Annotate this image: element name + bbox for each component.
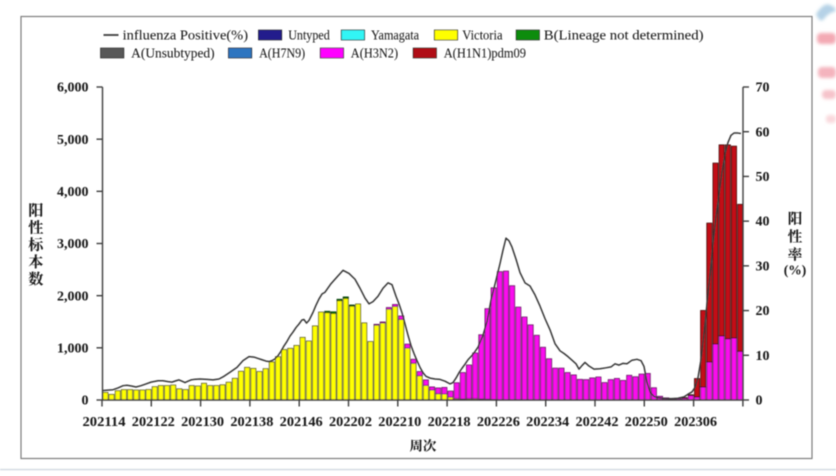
svg-text:0: 0 [82, 394, 89, 409]
svg-text:202146: 202146 [280, 415, 323, 430]
svg-text:202306: 202306 [674, 415, 717, 430]
svg-text:40: 40 [756, 215, 770, 230]
svg-text:influenza Positive(%): influenza Positive(%) [123, 27, 248, 42]
svg-text:202242: 202242 [576, 415, 619, 430]
svg-text:202130: 202130 [181, 415, 224, 430]
svg-text:202226: 202226 [477, 415, 520, 430]
svg-text:A(H1N1)pdm09: A(H1N1)pdm09 [444, 45, 527, 60]
svg-text:Victoria: Victoria [462, 27, 502, 42]
svg-text:70: 70 [756, 81, 770, 96]
svg-text:4,000: 4,000 [57, 185, 89, 200]
svg-text:30: 30 [756, 259, 770, 274]
svg-text:202122: 202122 [132, 415, 175, 430]
svg-text:A(H3N2): A(H3N2) [351, 45, 398, 60]
svg-text:60: 60 [756, 125, 770, 140]
svg-text:202202: 202202 [329, 415, 372, 430]
svg-text:50: 50 [756, 170, 770, 185]
svg-text:(%): (%) [784, 263, 807, 278]
svg-text:5,000: 5,000 [57, 133, 89, 148]
svg-text:B(Lineage not determined): B(Lineage not determined) [544, 27, 704, 42]
svg-text:0: 0 [756, 394, 763, 409]
svg-text:202234: 202234 [526, 415, 569, 430]
svg-text:2,000: 2,000 [57, 289, 89, 304]
svg-text:202210: 202210 [378, 415, 421, 430]
svg-text:202218: 202218 [428, 415, 471, 430]
svg-text:1,000: 1,000 [57, 341, 89, 356]
svg-text:10: 10 [756, 349, 770, 364]
svg-text:202138: 202138 [230, 415, 273, 430]
svg-text:202250: 202250 [625, 415, 668, 430]
svg-text:A(H7N9): A(H7N9) [259, 45, 305, 60]
svg-text:3,000: 3,000 [57, 237, 89, 252]
svg-text:Untyped: Untyped [288, 27, 330, 42]
svg-text:202114: 202114 [83, 415, 126, 430]
svg-text:Yamagata: Yamagata [371, 27, 419, 42]
svg-text:20: 20 [756, 304, 770, 319]
svg-text:A(Unsubtyped): A(Unsubtyped) [131, 45, 214, 60]
svg-text:6,000: 6,000 [57, 81, 89, 96]
